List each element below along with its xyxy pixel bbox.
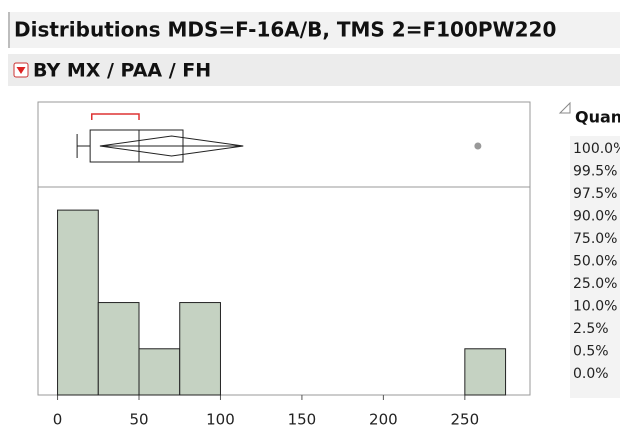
quantiles-toggle[interactable] [558,101,571,114]
quantiles-title: Quantiles [575,108,620,127]
x-tick-label: 50 [129,411,148,429]
quantile-label: 75.0% [573,231,617,247]
quantiles-table [570,136,620,398]
bar [138,348,181,396]
x-tick-label: 100 [206,411,235,429]
bar [464,348,507,396]
quantile-label: 10.0% [573,299,617,315]
quantile-label: 50.0% [573,254,617,270]
mean-diamond [99,135,244,157]
outlier [474,142,482,150]
shortest-half [91,113,140,120]
quantile-label: 97.5% [573,186,617,202]
title: Distributions MDS=F-16A/B, TMS 2=F100PW2… [14,18,556,42]
x-tick-label: 250 [451,411,480,429]
x-tick-label: 150 [288,411,317,429]
bar [57,209,99,396]
x-tick-label: 200 [369,411,398,429]
quantile-label: 0.0% [573,366,609,382]
quantile-label: 0.5% [573,344,609,360]
quantile-label: 100.0% [573,141,620,157]
quantile-label: 25.0% [573,276,617,292]
quantile-label: 90.0% [573,209,617,225]
title-bar [8,12,620,48]
bar [179,302,221,396]
subtitle: BY MX / PAA / FH [33,60,211,82]
disclosure-icon [16,67,26,74]
quantile-label: 99.5% [573,164,617,180]
bar [97,302,140,396]
x-tick-label: 0 [53,411,63,429]
quantile-label: 2.5% [573,321,609,337]
outline-header [8,54,620,86]
